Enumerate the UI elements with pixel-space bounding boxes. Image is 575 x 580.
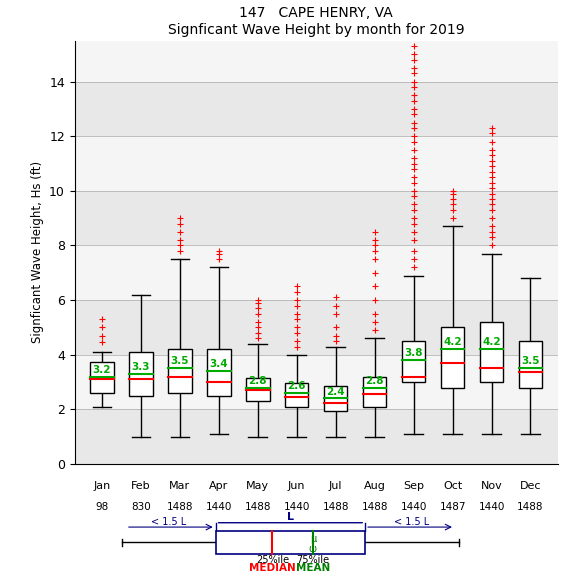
Text: 25%ile: 25%ile — [256, 554, 289, 564]
Text: 1440: 1440 — [400, 502, 427, 512]
Bar — [402, 341, 426, 382]
Text: Feb: Feb — [131, 481, 151, 491]
Bar — [75, 409, 558, 464]
Text: 1440: 1440 — [206, 502, 232, 512]
Text: 2.4: 2.4 — [327, 386, 345, 397]
Text: MEDIAN: MEDIAN — [249, 563, 296, 573]
Bar — [75, 191, 558, 245]
Text: 4.2: 4.2 — [443, 338, 462, 347]
Text: Dec: Dec — [520, 481, 541, 491]
Text: 1487: 1487 — [439, 502, 466, 512]
Text: Apr: Apr — [209, 481, 228, 491]
Bar — [75, 82, 558, 136]
Bar — [75, 136, 558, 191]
Text: 3.5: 3.5 — [521, 357, 540, 367]
Text: < 1.5 L: < 1.5 L — [394, 517, 430, 527]
Text: 2.6: 2.6 — [288, 381, 306, 391]
Text: 2.8: 2.8 — [248, 376, 267, 386]
Text: Sep: Sep — [403, 481, 424, 491]
Text: Oct: Oct — [443, 481, 462, 491]
Text: Nov: Nov — [481, 481, 503, 491]
Bar — [75, 245, 558, 300]
Text: Jul: Jul — [329, 481, 343, 491]
Text: 2.8: 2.8 — [366, 376, 384, 386]
Text: 3.4: 3.4 — [209, 359, 228, 369]
Text: 1488: 1488 — [362, 502, 388, 512]
Bar — [480, 322, 503, 382]
Bar — [75, 300, 558, 355]
Bar — [363, 376, 386, 407]
Text: 75%ile: 75%ile — [296, 554, 329, 564]
Bar — [441, 328, 464, 387]
Bar — [207, 349, 231, 396]
Bar — [129, 352, 152, 396]
Bar — [285, 383, 308, 407]
Text: 98: 98 — [95, 502, 109, 512]
Text: 830: 830 — [131, 502, 151, 512]
Text: 1488: 1488 — [518, 502, 544, 512]
Bar — [519, 341, 542, 387]
Text: Jan: Jan — [93, 481, 110, 491]
Text: 1440: 1440 — [478, 502, 505, 512]
Text: Mar: Mar — [170, 481, 190, 491]
Bar — [324, 386, 347, 411]
Title: 147   CAPE HENRY, VA
Signficant Wave Height by month for 2019: 147 CAPE HENRY, VA Signficant Wave Heigh… — [168, 6, 465, 37]
Bar — [246, 378, 270, 401]
Text: Jun: Jun — [288, 481, 305, 491]
Text: 3.5: 3.5 — [171, 357, 189, 367]
Text: 3.8: 3.8 — [404, 348, 423, 358]
Text: MEAN: MEAN — [296, 563, 330, 573]
Text: 3.3: 3.3 — [132, 362, 150, 372]
Text: L: L — [287, 512, 294, 522]
Text: 4.2: 4.2 — [482, 338, 501, 347]
Text: 1488: 1488 — [244, 502, 271, 512]
Bar — [168, 349, 191, 393]
Text: 3.2: 3.2 — [93, 365, 112, 375]
Text: 1488: 1488 — [167, 502, 193, 512]
Text: May: May — [246, 481, 269, 491]
Bar — [75, 355, 558, 409]
Bar — [75, 27, 558, 82]
Text: Aug: Aug — [364, 481, 386, 491]
Bar — [90, 361, 114, 393]
Text: 1440: 1440 — [283, 502, 310, 512]
Text: 1488: 1488 — [323, 502, 349, 512]
Bar — [216, 531, 365, 554]
Text: < 1.5 L: < 1.5 L — [151, 517, 186, 527]
Y-axis label: Signficant Wave Height, Hs (ft): Signficant Wave Height, Hs (ft) — [30, 161, 44, 343]
Text: μ
ω: μ ω — [309, 534, 317, 554]
